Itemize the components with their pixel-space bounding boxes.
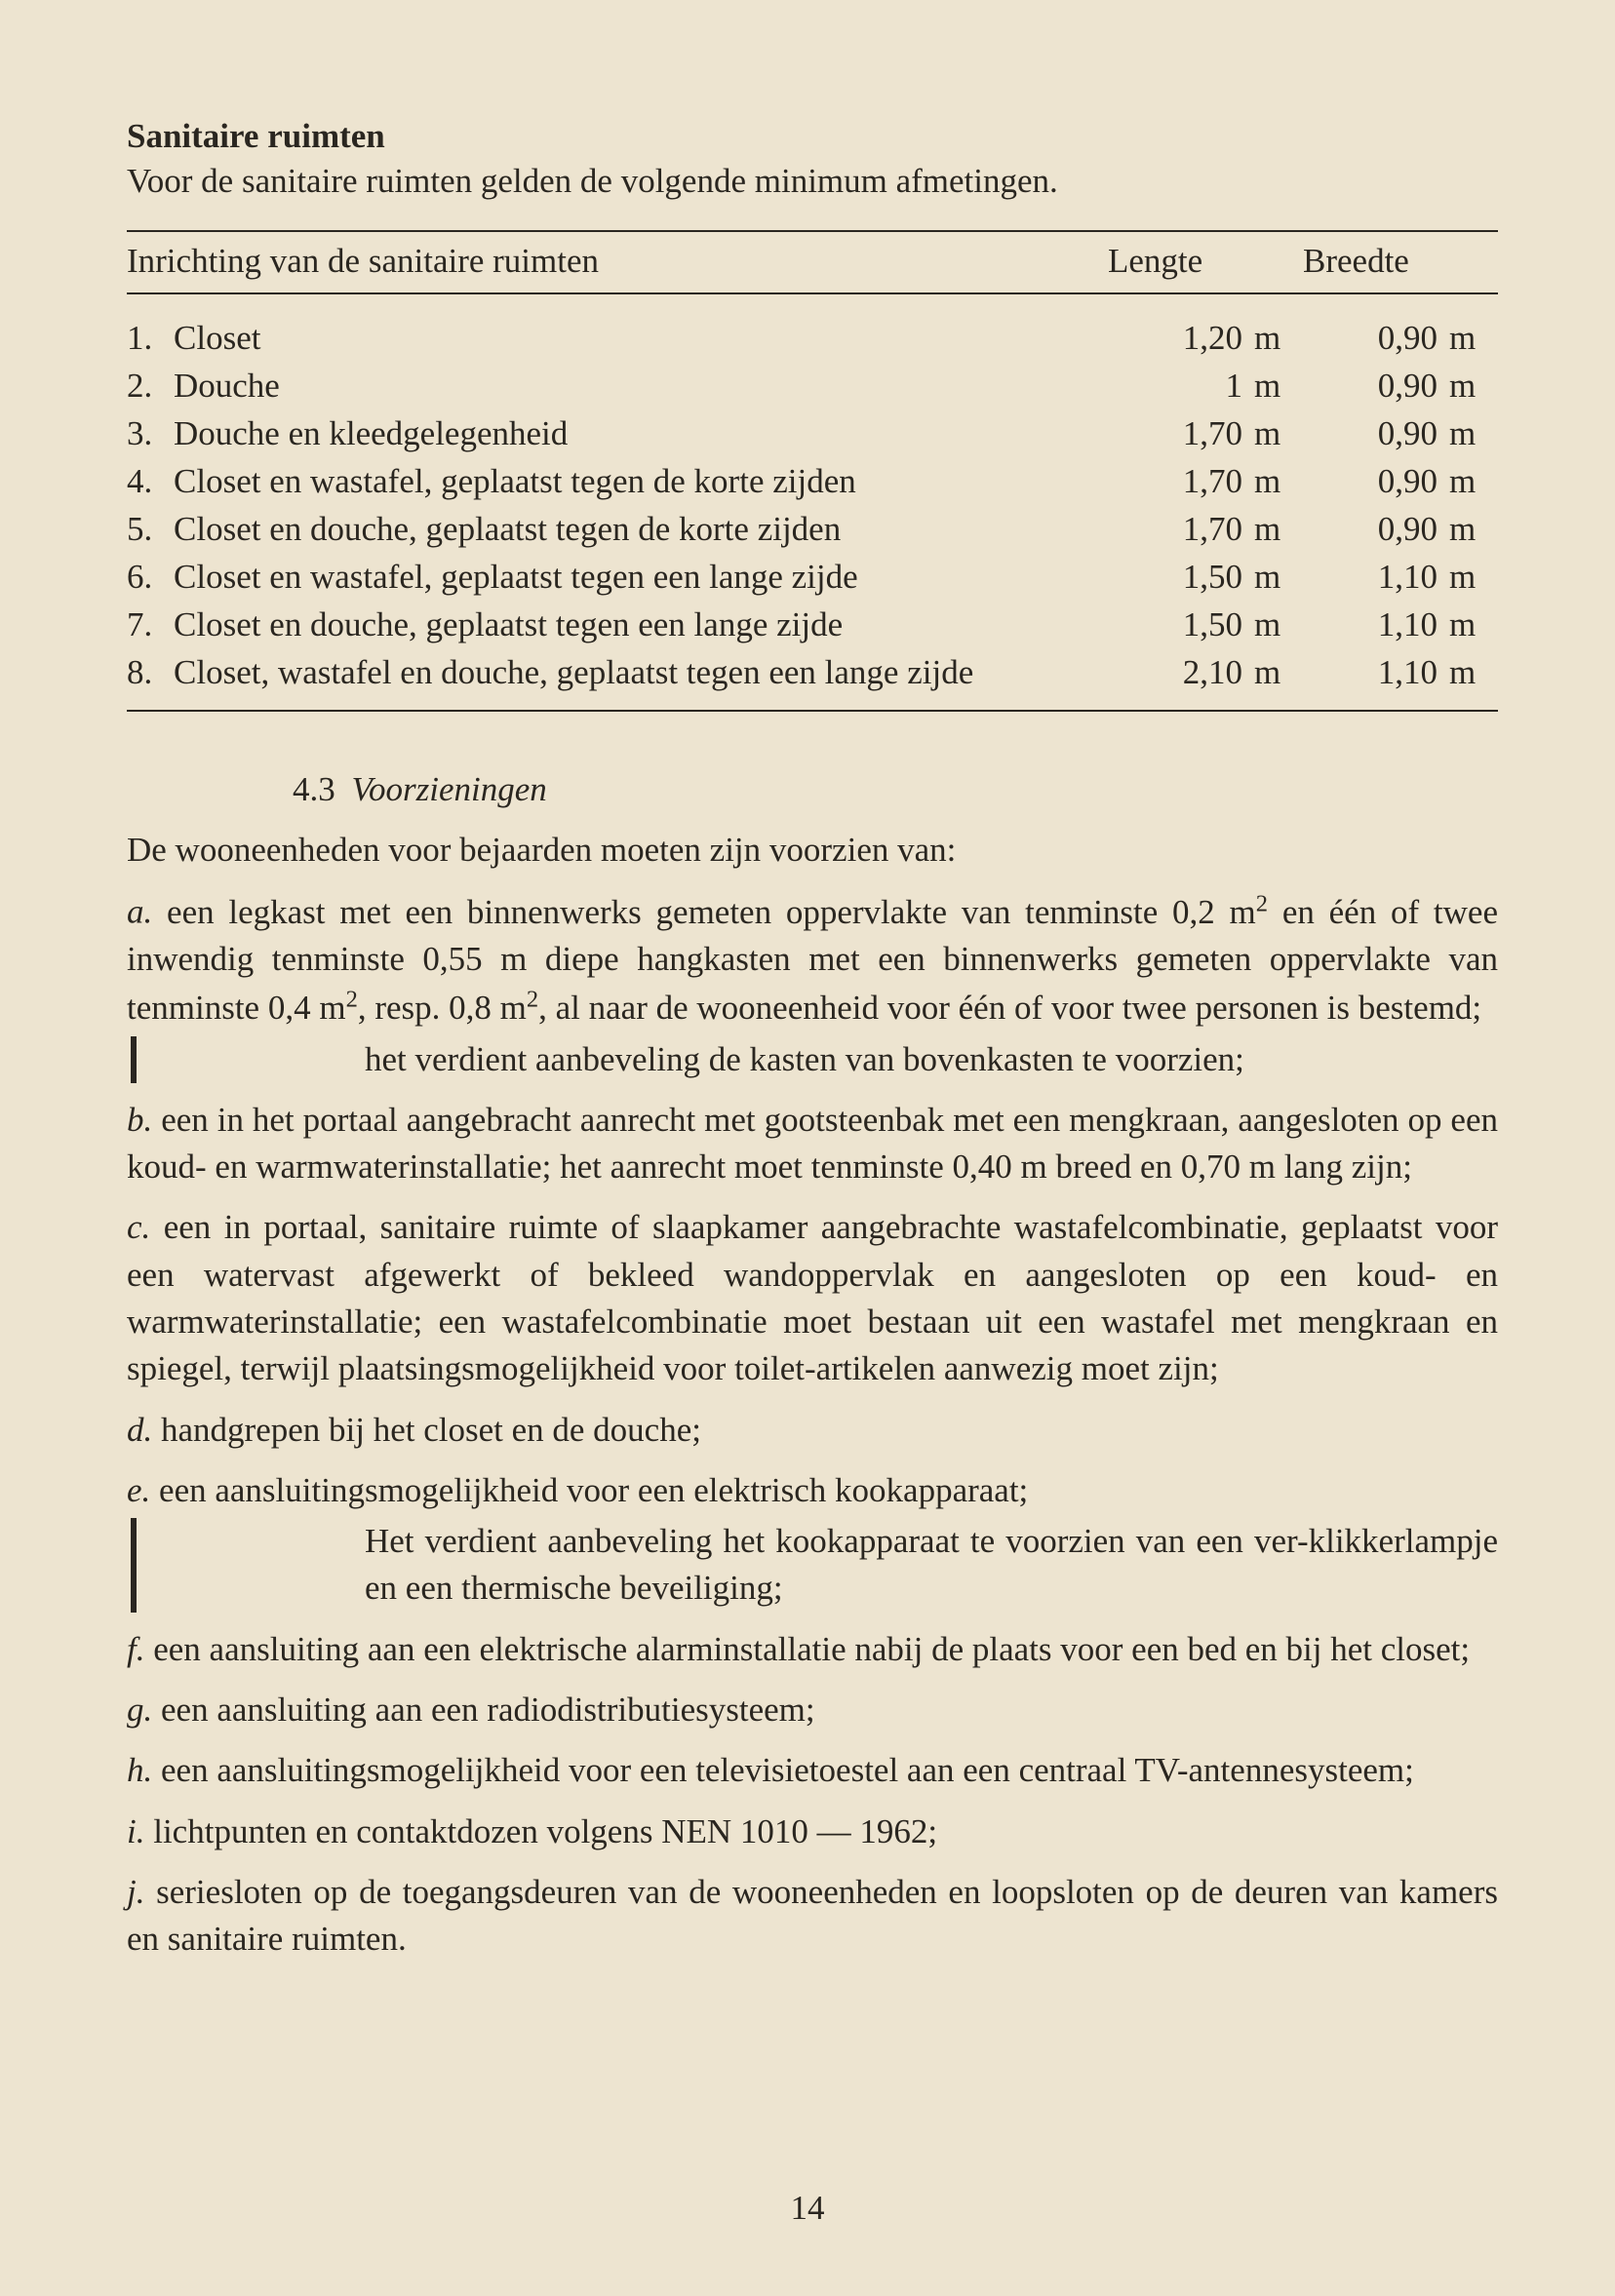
subsection-heading: 4.3 Voorzieningen — [127, 770, 1498, 809]
row-label: Closet en douche, geplaatst tegen een la… — [174, 601, 1108, 648]
list-item-e: e. een aansluitingsmogelijkheid voor een… — [127, 1467, 1498, 1514]
item-letter: c. — [127, 1208, 150, 1246]
row-width: 0,90m — [1303, 505, 1498, 553]
table-row: 6.Closet en wastafel, geplaatst tegen ee… — [127, 553, 1498, 601]
row-label: Closet, wastafel en douche, geplaatst te… — [174, 648, 1108, 696]
row-label: Douche — [174, 362, 1108, 409]
row-width: 1,10m — [1303, 648, 1498, 696]
note-bar-icon — [131, 1518, 137, 1613]
row-number: 7. — [127, 601, 174, 648]
note-block: Het verdient aanbeveling het kookapparaa… — [127, 1518, 1498, 1613]
row-length: 1,50m — [1108, 601, 1303, 648]
item-letter: d. — [127, 1411, 152, 1449]
table-header-row: Inrichting van de sanitaire ruimten Leng… — [127, 232, 1498, 294]
row-number: 8. — [127, 648, 174, 696]
item-text: een aansluiting aan een elektrische alar… — [153, 1630, 1470, 1668]
row-width: 1,10m — [1303, 553, 1498, 601]
table-header-name: Inrichting van de sanitaire ruimten — [127, 242, 1108, 281]
row-number: 6. — [127, 553, 174, 601]
row-number: 1. — [127, 314, 174, 362]
row-length: 1,70m — [1108, 409, 1303, 457]
subsection-number: 4.3 — [293, 770, 335, 808]
item-text: een aansluitingsmogelijkheid voor een el… — [159, 1471, 1028, 1509]
row-label: Closet en wastafel, geplaatst tegen een … — [174, 553, 1108, 601]
item-letter: i. — [127, 1812, 144, 1850]
row-width: 0,90m — [1303, 314, 1498, 362]
table-row: 1.Closet1,20m0,90m — [127, 314, 1498, 362]
table-row: 5.Closet en douche, geplaatst tegen de k… — [127, 505, 1498, 553]
item-text: een in het portaal aangebracht aanrecht … — [127, 1101, 1498, 1186]
row-label: Douche en kleedgelegenheid — [174, 409, 1108, 457]
row-length: 1,70m — [1108, 457, 1303, 505]
list-item-i: i. lichtpunten en contaktdozen volgens N… — [127, 1809, 1498, 1855]
item-letter: e. — [127, 1471, 150, 1509]
table-row: 2.Douche1m0,90m — [127, 362, 1498, 409]
item-text: een in portaal, sanitaire ruimte of slaa… — [127, 1208, 1498, 1387]
intro-text: Voor de sanitaire ruimten gelden de volg… — [127, 162, 1498, 201]
row-length: 1m — [1108, 362, 1303, 409]
item-letter: a. — [127, 893, 152, 931]
item-text: lichtpunten en contaktdozen volgens NEN … — [153, 1812, 937, 1850]
item-letter: g. — [127, 1691, 152, 1729]
item-text: een aansluitingsmogelijkheid voor een te… — [161, 1751, 1414, 1789]
table-row: 7.Closet en douche, geplaatst tegen een … — [127, 601, 1498, 648]
item-text: seriesloten op de toegangsdeuren van de … — [127, 1873, 1498, 1958]
row-length: 2,10m — [1108, 648, 1303, 696]
row-number: 5. — [127, 505, 174, 553]
note-bar-icon — [131, 1036, 137, 1083]
row-label: Closet — [174, 314, 1108, 362]
list-item-d: d. handgrepen bij het closet en de douch… — [127, 1407, 1498, 1454]
list-item-f: f. een aansluiting aan een elektrische a… — [127, 1626, 1498, 1673]
item-letter: b. — [127, 1101, 152, 1139]
row-width: 1,10m — [1303, 601, 1498, 648]
table-body: 1.Closet1,20m0,90m2.Douche1m0,90m3.Douch… — [127, 294, 1498, 710]
item-letter: f. — [127, 1630, 144, 1668]
item-text: handgrepen bij het closet en de douche; — [161, 1411, 701, 1449]
row-width: 0,90m — [1303, 362, 1498, 409]
row-label: Closet en douche, geplaatst tegen de kor… — [174, 505, 1108, 553]
list-item-c: c. een in portaal, sanitaire ruimte of s… — [127, 1204, 1498, 1392]
page-number: 14 — [0, 2189, 1615, 2228]
table-row: 8.Closet, wastafel en douche, geplaatst … — [127, 648, 1498, 696]
item-text: een aansluiting aan een radiodistributie… — [161, 1691, 815, 1729]
row-width: 0,90m — [1303, 457, 1498, 505]
subsection-title: Voorzieningen — [352, 770, 547, 808]
section-heading: Sanitaire ruimten — [127, 117, 1498, 156]
row-length: 1,70m — [1108, 505, 1303, 553]
list-item-h: h. een aansluitingsmogelijkheid voor een… — [127, 1747, 1498, 1794]
list-item-a: a. een legkast met een binnenwerks gemet… — [127, 887, 1498, 1031]
document-page: Sanitaire ruimten Voor de sanitaire ruim… — [0, 0, 1615, 2296]
row-number: 4. — [127, 457, 174, 505]
item-letter: j. — [127, 1873, 144, 1911]
dimensions-table: Inrichting van de sanitaire ruimten Leng… — [127, 230, 1498, 712]
list-item-j: j. seriesloten op de toegangsdeuren van … — [127, 1869, 1498, 1964]
table-header-width: Breedte — [1303, 242, 1498, 281]
list-item-b: b. een in het portaal aangebracht aanrec… — [127, 1097, 1498, 1191]
row-number: 3. — [127, 409, 174, 457]
item-letter: h. — [127, 1751, 152, 1789]
row-width: 0,90m — [1303, 409, 1498, 457]
table-row: 4.Closet en wastafel, geplaatst tegen de… — [127, 457, 1498, 505]
row-length: 1,20m — [1108, 314, 1303, 362]
lead-sentence: De wooneenheden voor bejaarden moeten zi… — [127, 827, 1498, 874]
note-text: het verdient aanbeveling de kasten van b… — [160, 1036, 1498, 1083]
row-number: 2. — [127, 362, 174, 409]
note-block: het verdient aanbeveling de kasten van b… — [127, 1036, 1498, 1083]
note-text: Het verdient aanbeveling het kookapparaa… — [160, 1518, 1498, 1613]
row-label: Closet en wastafel, geplaatst tegen de k… — [174, 457, 1108, 505]
item-text: een legkast met een binnenwerks gemeten … — [127, 893, 1498, 1027]
list-item-g: g. een aansluiting aan een radiodistribu… — [127, 1687, 1498, 1733]
table-row: 3.Douche en kleedgelegenheid1,70m0,90m — [127, 409, 1498, 457]
table-header-length: Lengte — [1108, 242, 1303, 281]
row-length: 1,50m — [1108, 553, 1303, 601]
